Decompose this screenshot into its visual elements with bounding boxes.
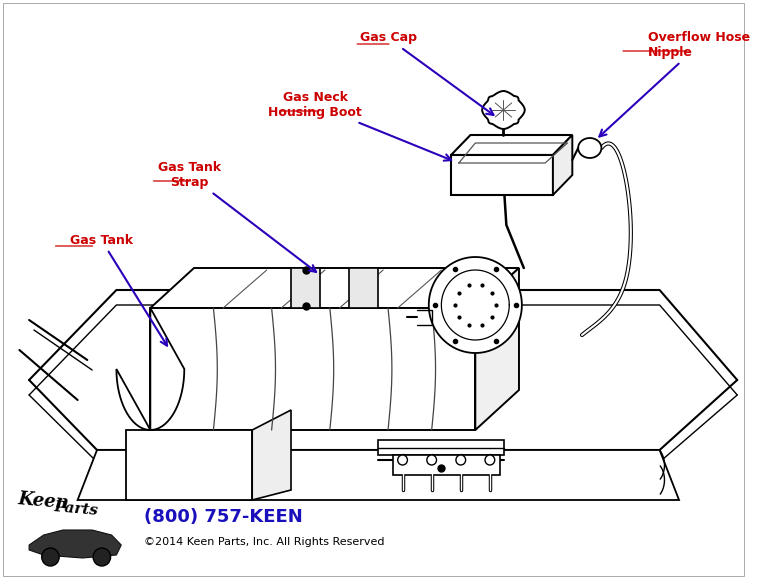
Polygon shape xyxy=(291,268,320,308)
Text: Gas Neck
Housing Boot: Gas Neck Housing Boot xyxy=(269,91,451,160)
Polygon shape xyxy=(350,268,378,308)
Polygon shape xyxy=(393,455,500,475)
Text: Gas Tank
Strap: Gas Tank Strap xyxy=(158,161,316,272)
Polygon shape xyxy=(553,135,572,195)
Polygon shape xyxy=(78,450,679,500)
Polygon shape xyxy=(150,268,519,308)
Polygon shape xyxy=(451,155,553,195)
Text: Keen: Keen xyxy=(18,490,70,512)
Text: Overflow Hose
Nipple: Overflow Hose Nipple xyxy=(599,31,750,137)
Polygon shape xyxy=(451,135,572,155)
Circle shape xyxy=(427,455,437,465)
Polygon shape xyxy=(116,308,184,430)
Circle shape xyxy=(456,455,466,465)
Polygon shape xyxy=(578,138,601,158)
Circle shape xyxy=(485,455,494,465)
Circle shape xyxy=(42,548,59,566)
Text: (800) 757-KEEN: (800) 757-KEEN xyxy=(143,508,303,526)
Text: Parts: Parts xyxy=(53,500,99,518)
Circle shape xyxy=(93,548,111,566)
Polygon shape xyxy=(29,530,121,558)
Text: Gas Tank: Gas Tank xyxy=(70,233,167,346)
Polygon shape xyxy=(482,91,525,129)
Circle shape xyxy=(398,455,407,465)
Polygon shape xyxy=(429,257,522,353)
Polygon shape xyxy=(126,430,253,500)
Polygon shape xyxy=(150,308,475,430)
Text: ©2014 Keen Parts, Inc. All Rights Reserved: ©2014 Keen Parts, Inc. All Rights Reserv… xyxy=(143,537,384,547)
Polygon shape xyxy=(253,410,291,500)
Text: Gas Cap: Gas Cap xyxy=(360,31,494,115)
Polygon shape xyxy=(475,268,519,430)
Polygon shape xyxy=(378,440,504,455)
